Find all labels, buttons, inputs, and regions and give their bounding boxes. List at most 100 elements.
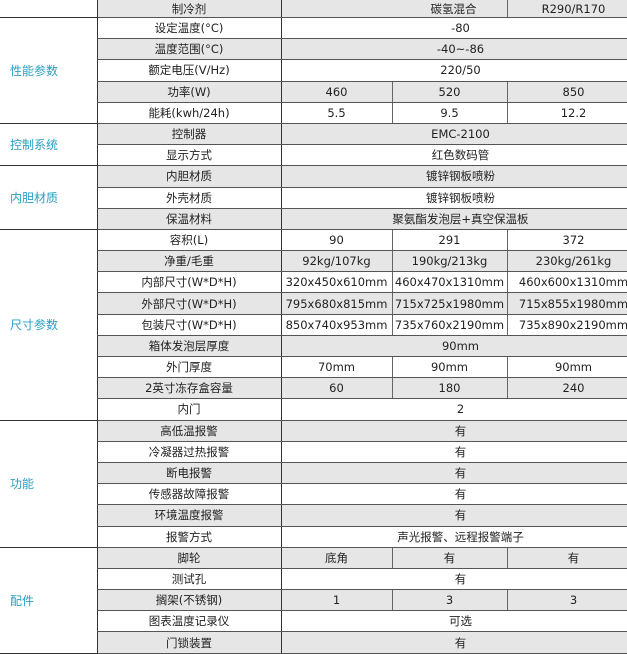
spec-value: 291 — [392, 229, 508, 252]
spec-value: 715x855x1980mm — [507, 292, 627, 315]
spec-value: 795x680x815mm — [281, 292, 393, 315]
spec-row: 门锁装置有 — [0, 631, 627, 654]
spec-value: 850x740x953mm — [281, 314, 393, 336]
spec-value: 有 — [281, 462, 627, 485]
spec-row: 保温材料 聚氨酯发泡层+真空保温板 — [0, 208, 627, 230]
section-category: 功能 — [0, 420, 97, 548]
spec-value: 460x600x1310mm — [507, 271, 627, 294]
spec-row: 控制系统 控制器 EMC-2100 — [0, 123, 627, 167]
spec-row: 功率(W) 460 520 850 — [0, 81, 627, 103]
section-category: 尺寸参数 — [0, 229, 97, 421]
spec-value: 声光报警、远程报警端子 — [281, 526, 627, 548]
spec-label: 保温材料 — [96, 208, 282, 230]
spec-row: 搁架(不锈钢) 1 3 3 — [0, 589, 627, 612]
spec-value: 聚氨酯发泡层+真空保温板 — [281, 208, 627, 230]
spec-label: 测试孔 — [96, 568, 282, 591]
header-value-model: R290/R170 — [507, 0, 627, 18]
spec-value: -40~-86 — [281, 38, 627, 61]
spec-label: 功率(W) — [96, 81, 282, 103]
spec-value: 220/50 — [281, 59, 627, 82]
spec-value: 2 — [281, 398, 627, 421]
section-category: 配件 — [0, 547, 97, 654]
spec-value: 735x760x2190mm — [392, 314, 508, 336]
spec-row: 配件 脚轮 底角有有 — [0, 547, 627, 654]
spec-value: 520 — [392, 81, 508, 103]
spec-value: 12.2 — [507, 102, 627, 124]
spec-label: 能耗(kwh/24h) — [96, 102, 282, 124]
section-category: 内胆材质 — [0, 165, 97, 230]
spec-value: 320x450x610mm — [281, 271, 393, 294]
section-category: 性能参数 — [0, 17, 97, 124]
spec-value: 5.5 — [281, 102, 393, 124]
spec-label: 2英寸冻存盒容量 — [96, 377, 282, 400]
spec-value: 60 — [281, 377, 393, 400]
spec-label: 外部尺寸(W*D*H) — [96, 292, 282, 315]
spec-label: 容积(L) — [96, 229, 282, 252]
spec-value: 有 — [281, 568, 627, 591]
spec-value: 90mm — [281, 335, 627, 358]
spec-value: 460x470x1310mm — [392, 271, 508, 294]
spec-row: 报警方式 声光报警、远程报警端子 — [0, 526, 627, 548]
spec-label: 内部尺寸(W*D*H) — [96, 271, 282, 294]
spec-value: 90mm — [392, 356, 508, 379]
spec-label: 冷凝器过热报警 — [96, 441, 282, 463]
spec-label: 门锁装置 — [96, 631, 282, 654]
spec-label: 脚轮 — [96, 547, 282, 569]
spec-label: 内门 — [96, 398, 282, 421]
spec-value: 有 — [392, 547, 508, 569]
spec-label: 控制器 — [96, 123, 282, 146]
spec-value: 715x725x1980mm — [392, 292, 508, 315]
spec-row: 外门厚度 70mm 90mm 90mm — [0, 356, 627, 379]
spec-row: 额定电压(V/Hz) 220/50 — [0, 59, 627, 82]
spec-label: 外壳材质 — [96, 187, 282, 209]
spec-value: 可选 — [281, 610, 627, 633]
spec-label: 额定电压(V/Hz) — [96, 59, 282, 82]
spec-row: 环境温度报警有 — [0, 504, 627, 527]
spec-value: 有 — [281, 504, 627, 527]
spec-row: 性能参数 设定温度(°C) -80 — [0, 17, 627, 124]
spec-row: 外部尺寸(W*D*H) 795x680x815mm 715x725x1980mm 71… — [0, 292, 627, 315]
spec-value: 底角 — [281, 547, 393, 569]
spec-label: 外门厚度 — [96, 356, 282, 379]
spec-row: 内部尺寸(W*D*H) 320x450x610mm 460x470x1310mm 46… — [0, 271, 627, 294]
spec-value: 3 — [392, 589, 508, 612]
spec-row: 尺寸参数 容积(L) 90 291 372 — [0, 229, 627, 421]
spec-value: 红色数码管 — [281, 144, 627, 167]
spec-label: 显示方式 — [96, 144, 282, 167]
spec-value: 3 — [507, 589, 627, 612]
spec-label: 温度范围(°C) — [96, 38, 282, 61]
spec-value: 190kg/213kg — [392, 250, 508, 273]
spec-row: 净重/毛重 92kg/107kg 190kg/213kg 230kg/261kg — [0, 250, 627, 273]
spec-value: 92kg/107kg — [281, 250, 393, 273]
spec-label: 断电报警 — [96, 462, 282, 485]
spec-value: 1 — [281, 589, 393, 612]
spec-value: 460 — [281, 81, 393, 103]
spec-label: 箱体发泡层厚度 — [96, 335, 282, 358]
spec-row: 断电报警有 — [0, 462, 627, 485]
spec-value: 有 — [281, 420, 627, 442]
spec-value: 9.5 — [392, 102, 508, 124]
spec-value: 90mm — [507, 356, 627, 379]
spec-value: 90 — [281, 229, 393, 252]
spec-row: 功能 高低温报警有 — [0, 420, 627, 548]
spec-value: 镀锌钢板喷粉 — [281, 165, 627, 188]
header-category-cell — [0, 0, 97, 18]
spec-row: 传感器故障报警有 — [0, 483, 627, 506]
spec-row: 外壳材质 镀锌钢板喷粉 — [0, 187, 627, 209]
spec-label: 内胆材质 — [96, 165, 282, 188]
spec-value: EMC-2100 — [281, 123, 627, 146]
spec-value: 有 — [281, 441, 627, 463]
spec-label: 环境温度报警 — [96, 504, 282, 527]
spec-value: 有 — [281, 631, 627, 654]
spec-value: 有 — [507, 547, 627, 569]
spec-row: 测试孔有 — [0, 568, 627, 591]
spec-row: 内胆材质 内胆材质 镀锌钢板喷粉 — [0, 165, 627, 230]
spec-value: 70mm — [281, 356, 393, 379]
spec-label: 设定温度(°C) — [96, 17, 282, 40]
spec-row: 图表温度记录仪 可选 — [0, 610, 627, 633]
spec-value: 180 — [392, 377, 508, 400]
header-row: 制冷剂 碳氢混合 R290/R170 — [0, 0, 627, 18]
spec-label: 图表温度记录仪 — [96, 610, 282, 633]
spec-row: 能耗(kwh/24h) 5.5 9.5 12.2 — [0, 102, 627, 124]
